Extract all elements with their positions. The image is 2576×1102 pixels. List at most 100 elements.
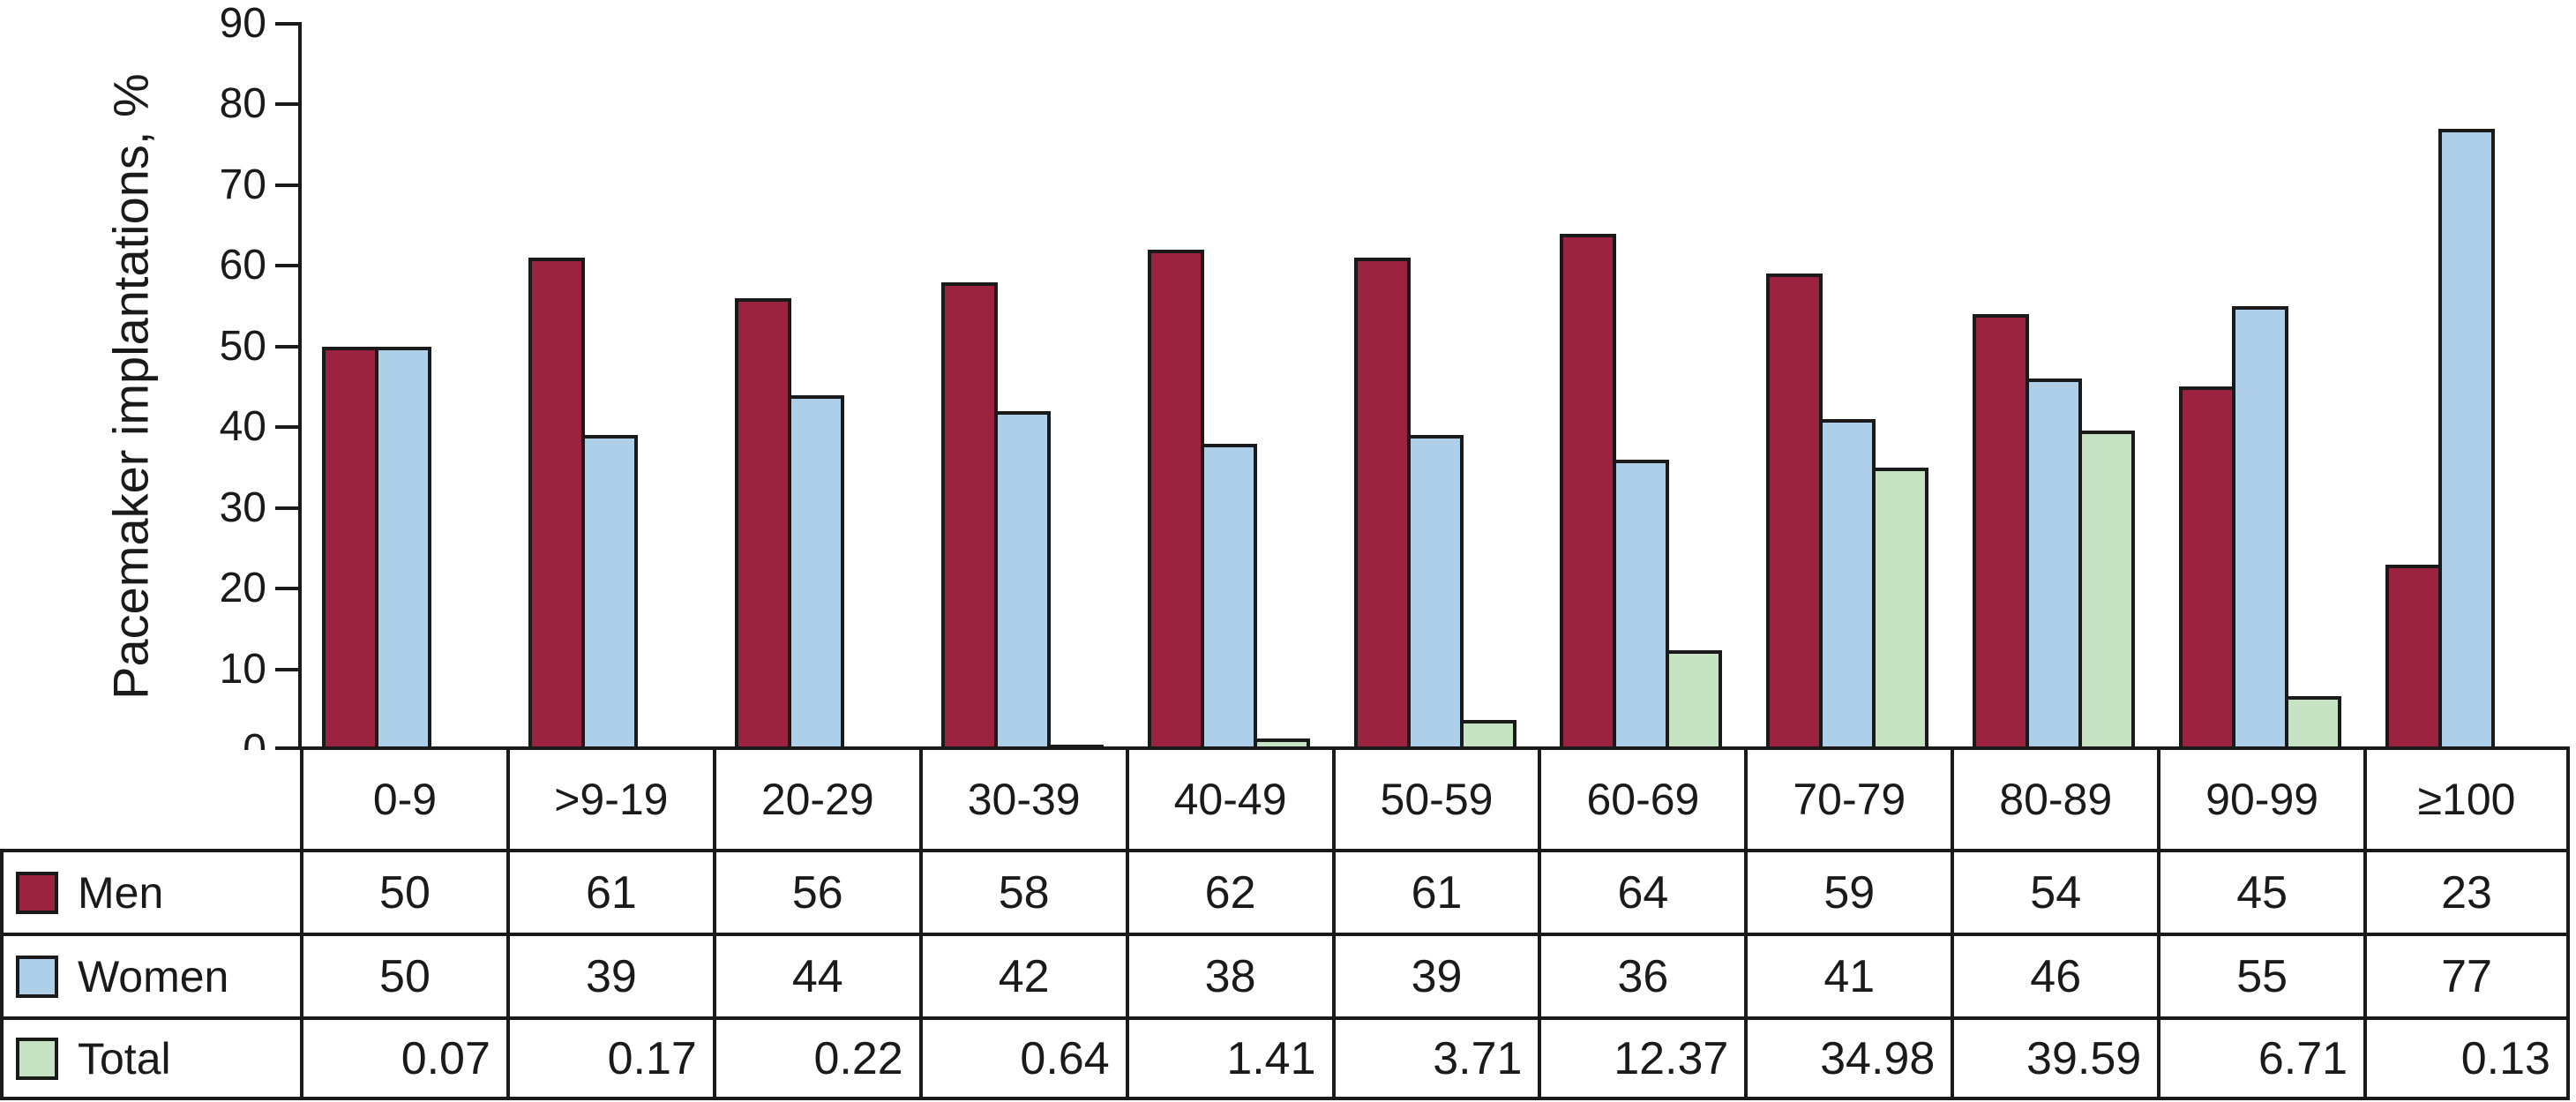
value-cell-men-20-29: 56	[712, 849, 919, 933]
bar-women-60-69	[1613, 460, 1669, 750]
category-cell-70-79: 70-79	[1744, 750, 1951, 849]
value-cell-women-40-49: 38	[1125, 933, 1332, 1016]
value-cell-men->9-19: 61	[505, 849, 713, 933]
value-cell-men-70-79: 59	[1744, 849, 1951, 933]
table-corner-blank	[0, 750, 300, 849]
value-cell-women-90-99: 55	[2157, 933, 2364, 1016]
bar-total-60-69	[1666, 650, 1722, 750]
value-cell-men-0-9: 50	[300, 849, 506, 933]
value-cell-women-60-69: 36	[1538, 933, 1745, 1016]
y-axis-line	[298, 22, 302, 750]
y-tick-label-20: 20	[219, 565, 266, 612]
y-tick-60	[275, 264, 300, 268]
bar-women->9-19	[581, 435, 638, 750]
value-cell-women-50-59: 39	[1331, 933, 1539, 1016]
bar-total-70-79	[1872, 468, 1928, 750]
value-cell-men-50-59: 61	[1331, 849, 1539, 933]
value-cell-men-30-39: 58	[918, 849, 1126, 933]
bar-women-30-39	[994, 411, 1051, 750]
y-tick-90	[275, 22, 300, 26]
category-cell-80-89: 80-89	[1951, 750, 2158, 849]
value-cell-total-70-79: 34.98	[1744, 1016, 1951, 1100]
value-cell-men-40-49: 62	[1125, 849, 1332, 933]
legend-cell-men: Men	[0, 849, 300, 933]
value-cell-total-30-39: 0.64	[918, 1016, 1126, 1100]
y-tick-label-70: 70	[219, 161, 266, 208]
bar-men-40-49	[1148, 250, 1204, 750]
bar-men->9-19	[528, 258, 585, 750]
bar-men-0-9	[322, 347, 378, 750]
y-tick-70	[275, 183, 300, 187]
value-cell-total-80-89: 39.59	[1951, 1016, 2158, 1100]
legend-swatch-women	[16, 955, 58, 998]
y-tick-label-90: 90	[219, 0, 266, 47]
bar-women-≥100	[2438, 129, 2495, 750]
value-cell-women-70-79: 41	[1744, 933, 1951, 1016]
category-cell-60-69: 60-69	[1538, 750, 1745, 849]
x-axis-baseline	[275, 746, 2570, 750]
category-cell-90-99: 90-99	[2157, 750, 2364, 849]
category-cell-0-9: 0-9	[300, 750, 506, 849]
y-tick-label-10: 10	[219, 645, 266, 693]
value-cell-men-80-89: 54	[1951, 849, 2158, 933]
value-cell-women-20-29: 44	[712, 933, 919, 1016]
bar-total-50-59	[1460, 720, 1516, 750]
legend-cell-women: Women	[0, 933, 300, 1016]
bar-women-90-99	[2232, 306, 2288, 750]
category-cell-20-29: 20-29	[712, 750, 919, 849]
bar-total-80-89	[2078, 431, 2135, 750]
y-tick-20	[275, 587, 300, 591]
bar-total-90-99	[2285, 696, 2341, 750]
bar-women-50-59	[1407, 435, 1464, 750]
y-tick-label-50: 50	[219, 322, 266, 370]
category-cell-≥100: ≥100	[2363, 750, 2570, 849]
y-tick-40	[275, 425, 300, 430]
data-table: 0-9 >9-19 20-29 30-39 40-49 50-59 60-69 70-79 80…	[0, 750, 2570, 1100]
bar-women-20-29	[788, 395, 844, 750]
legend-label-total: Total	[78, 1033, 171, 1083]
category-cell-40-49: 40-49	[1125, 750, 1332, 849]
value-cell-women-30-39: 42	[918, 933, 1126, 1016]
value-cell-total-50-59: 3.71	[1331, 1016, 1539, 1100]
value-cell-women-≥100: 77	[2363, 933, 2570, 1016]
value-cell-total-≥100: 0.13	[2363, 1016, 2570, 1100]
value-cell-total-90-99: 6.71	[2157, 1016, 2364, 1100]
bar-men-50-59	[1354, 258, 1411, 750]
value-cell-men-60-69: 64	[1538, 849, 1745, 933]
value-cell-women->9-19: 39	[505, 933, 713, 1016]
y-tick-50	[275, 344, 300, 349]
value-cell-total-20-29: 0.22	[712, 1016, 919, 1100]
bar-women-0-9	[375, 347, 431, 750]
value-cell-men-≥100: 23	[2363, 849, 2570, 933]
y-tick-label-40: 40	[219, 403, 266, 451]
bar-men-80-89	[1973, 314, 2029, 750]
bar-men-60-69	[1560, 234, 1616, 750]
legend-swatch-men	[16, 871, 58, 914]
value-cell-men-90-99: 45	[2157, 849, 2364, 933]
value-cell-total-60-69: 12.37	[1538, 1016, 1745, 1100]
category-cell->9-19: >9-19	[505, 750, 713, 849]
legend-cell-total: Total	[0, 1016, 300, 1100]
legend-swatch-total	[16, 1037, 58, 1080]
bar-women-40-49	[1201, 444, 1257, 750]
y-tick-80	[275, 102, 300, 107]
y-tick-30	[275, 506, 300, 510]
value-cell-total-40-49: 1.41	[1125, 1016, 1332, 1100]
y-tick-10	[275, 667, 300, 671]
category-cell-50-59: 50-59	[1331, 750, 1539, 849]
legend-label-women: Women	[78, 951, 229, 1001]
bar-women-70-79	[1819, 419, 1876, 750]
bar-men-20-29	[735, 298, 791, 750]
y-tick-label-60: 60	[219, 242, 266, 289]
legend-label-men: Men	[78, 867, 164, 918]
y-tick-label-80: 80	[219, 80, 266, 128]
value-cell-total->9-19: 0.17	[505, 1016, 713, 1100]
bar-men-70-79	[1766, 274, 1823, 750]
bar-men-90-99	[2179, 386, 2235, 750]
y-tick-label-30: 30	[219, 484, 266, 531]
value-cell-women-0-9: 50	[300, 933, 506, 1016]
value-cell-women-80-89: 46	[1951, 933, 2158, 1016]
bar-men-30-39	[941, 282, 998, 750]
bar-men-≥100	[2385, 565, 2442, 750]
